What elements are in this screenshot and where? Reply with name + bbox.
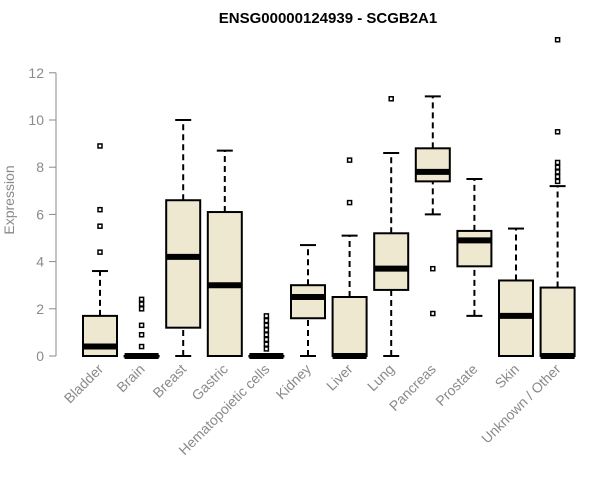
y-tick-label: 4 xyxy=(36,254,44,270)
y-tick-label: 2 xyxy=(36,301,44,317)
box-unknown-other xyxy=(539,37,576,359)
iqr-box xyxy=(290,284,326,320)
outlier-point xyxy=(554,129,561,135)
outlier-point xyxy=(263,322,270,329)
outlier-point xyxy=(263,336,270,343)
box-pancreas xyxy=(414,95,451,317)
outlier-point xyxy=(430,310,436,317)
y-tick-label: 10 xyxy=(28,112,44,128)
x-tick-label: Unknown / Other xyxy=(478,361,564,447)
y-tick-label: 6 xyxy=(36,206,44,222)
outlier-point xyxy=(554,178,561,185)
iqr-box xyxy=(331,296,368,357)
outlier-point xyxy=(554,164,561,170)
outlier-point xyxy=(138,322,145,329)
outlier-point xyxy=(263,346,270,352)
x-tick-label: Breast xyxy=(149,361,189,401)
outlier-point xyxy=(430,265,436,272)
outlier-point xyxy=(97,206,103,213)
box-skin xyxy=(498,227,534,358)
outlier-point xyxy=(138,306,145,312)
outlier-point xyxy=(554,169,561,175)
box-bladder xyxy=(82,143,118,358)
outlier-point xyxy=(263,332,270,338)
outlier-point xyxy=(263,341,270,347)
x-tick-label: Kidney xyxy=(273,361,315,403)
box-hematopoietic-cells xyxy=(248,313,285,359)
x-tick-label: Brain xyxy=(113,361,147,395)
outlier-point xyxy=(554,37,561,43)
box-kidney xyxy=(290,244,326,357)
chart-title: ENSG00000124939 - SCGB2A1 xyxy=(219,10,437,27)
iqr-box xyxy=(456,229,493,268)
outlier-point xyxy=(97,143,103,149)
outlier-point xyxy=(263,313,270,319)
y-tick-label: 12 xyxy=(28,65,44,81)
outlier-point xyxy=(388,96,394,102)
iqr-box xyxy=(539,286,576,357)
iqr-box xyxy=(165,199,202,329)
outlier-point xyxy=(138,301,145,307)
box-lung xyxy=(373,96,410,357)
y-axis-label: Expression xyxy=(1,165,17,234)
outlier-point xyxy=(263,327,270,333)
outlier-point xyxy=(97,223,103,229)
outlier-point xyxy=(138,296,145,303)
y-tick-label: 0 xyxy=(36,348,44,364)
box-gastric xyxy=(206,149,243,357)
boxes xyxy=(82,37,576,359)
outlier-point xyxy=(554,159,561,166)
outlier-point xyxy=(138,343,145,350)
iqr-box xyxy=(373,232,410,291)
outlier-point xyxy=(554,173,561,180)
x-tick-label: Bladder xyxy=(61,361,107,407)
outlier-point xyxy=(97,249,103,255)
outlier-point xyxy=(263,317,270,324)
outlier-point xyxy=(346,157,353,163)
box-brain xyxy=(123,296,160,359)
outlier-point xyxy=(138,332,145,338)
box-breast xyxy=(165,119,202,357)
x-tick-label: Skin xyxy=(492,361,523,392)
y-axis: 0 2 4 6 8 10 12 xyxy=(28,65,57,364)
box-liver xyxy=(331,157,368,359)
outlier-point xyxy=(346,199,353,206)
x-tick-label: Prostate xyxy=(432,361,480,409)
x-tick-label: Lung xyxy=(364,361,397,394)
box-prostate xyxy=(456,178,493,317)
iqr-box xyxy=(414,147,451,183)
x-tick-label: Liver xyxy=(323,361,356,394)
y-tick-label: 8 xyxy=(36,159,44,175)
iqr-box xyxy=(82,314,118,358)
